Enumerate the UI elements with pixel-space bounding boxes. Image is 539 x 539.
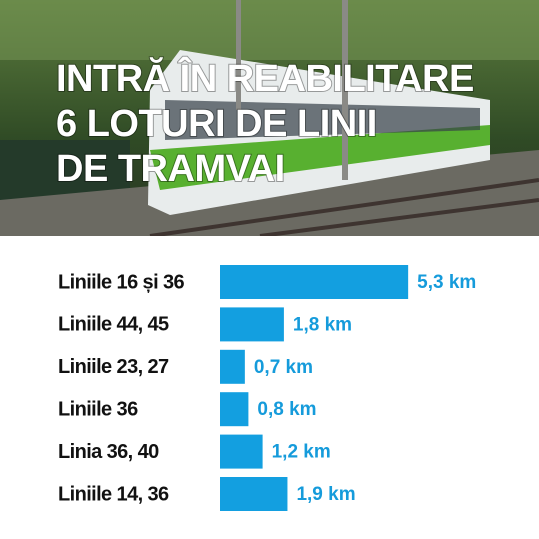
value-label: 1,8 km <box>293 314 352 335</box>
bar <box>220 265 409 299</box>
category-label: Liniile 16 și 36 <box>58 271 185 293</box>
value-label: 1,9 km <box>296 484 355 505</box>
title-line: 6 LOTURI DE LINII <box>56 103 377 145</box>
bar <box>220 349 245 384</box>
value-label: 0,8 km <box>257 399 316 420</box>
bar <box>220 307 284 342</box>
category-label: Liniile 44, 45 <box>58 314 169 336</box>
title-line: DE TRAMVAI <box>56 148 285 190</box>
value-label: 0,7 km <box>254 357 313 378</box>
bar <box>220 434 263 469</box>
photo <box>0 0 539 238</box>
category-label: Linia 36, 40 <box>58 441 159 463</box>
category-label: Liniile 14, 36 <box>58 483 169 505</box>
value-label: 1,2 km <box>272 442 331 463</box>
category-label: Liniile 36 <box>58 398 138 420</box>
category-label: Liniile 23, 27 <box>58 356 169 378</box>
bar <box>220 477 288 511</box>
bar <box>220 392 249 427</box>
value-label: 5,3 km <box>417 272 476 293</box>
title-line: INTRĂ ÎN REABILITARE <box>56 56 474 100</box>
